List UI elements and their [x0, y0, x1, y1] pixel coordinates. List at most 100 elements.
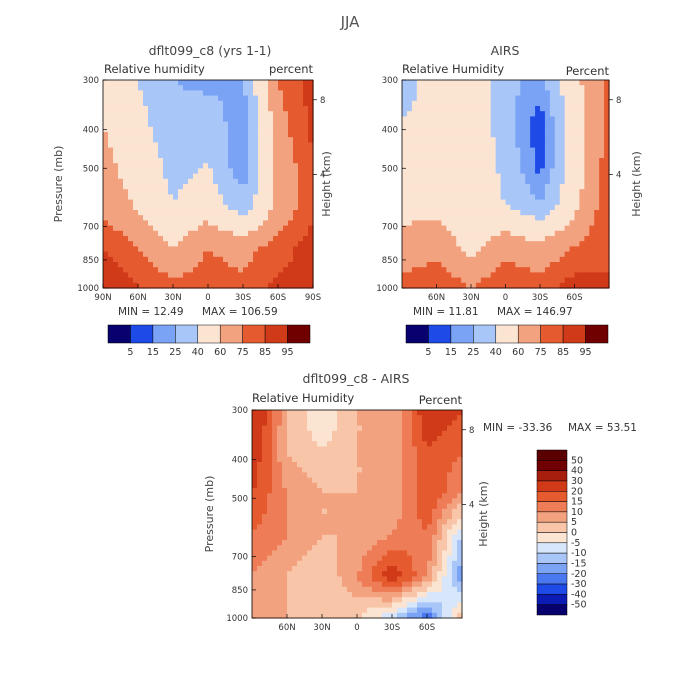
heatmap-cell — [252, 519, 258, 525]
heatmap-cell — [213, 116, 219, 123]
heatmap-cell — [193, 106, 199, 112]
heatmap-cell — [258, 220, 264, 227]
heatmap-cell — [426, 256, 433, 263]
heatmap-cell — [451, 272, 457, 279]
heatmap-cell — [282, 488, 288, 494]
heatmap-cell — [372, 451, 378, 458]
heatmap-cell — [308, 152, 314, 159]
heatmap-cell — [599, 225, 605, 232]
heatmap-cell — [228, 251, 234, 258]
heatmap-cell — [118, 272, 124, 279]
heatmap-cell — [257, 446, 263, 453]
heatmap-cell — [292, 441, 298, 447]
heatmap-cell — [283, 189, 289, 195]
heatmap-cell — [297, 446, 303, 453]
heatmap-cell — [183, 137, 189, 143]
heatmap-cell — [158, 80, 164, 86]
heatmap-cell — [233, 189, 239, 195]
heatmap-cell — [421, 132, 428, 138]
heatmap-cell — [535, 277, 541, 284]
heatmap-cell — [253, 158, 259, 164]
heatmap-cell — [540, 262, 546, 268]
heatmap-cell — [549, 272, 556, 279]
heatmap-cell — [252, 508, 258, 515]
heatmap-cell — [337, 446, 343, 453]
heatmap-cell — [604, 215, 610, 221]
heatmap-cell — [133, 142, 139, 149]
heatmap-cell — [317, 430, 323, 437]
heatmap-cell — [103, 210, 109, 216]
colorbar-swatch — [130, 324, 154, 344]
heatmap-cell — [589, 95, 595, 102]
heatmap-cell — [223, 225, 229, 232]
heatmap-cell — [173, 256, 179, 263]
heatmap-cell — [312, 446, 318, 453]
heatmap-cell — [293, 256, 299, 263]
heatmap-cell — [574, 152, 581, 159]
heatmap-cell — [322, 534, 328, 541]
heatmap-cell — [178, 230, 184, 237]
heatmap-cell — [298, 199, 304, 206]
heatmap-cell — [402, 272, 408, 279]
heatmap-cell — [357, 493, 363, 499]
heatmap-cell — [138, 168, 144, 175]
heatmap-cell — [554, 194, 561, 201]
heatmap-cell — [540, 137, 546, 143]
heatmap-cell — [416, 168, 423, 175]
heatmap-cell — [178, 267, 184, 273]
heatmap-cell — [293, 137, 299, 143]
heatmap-cell — [298, 178, 304, 185]
heatmap-cell — [426, 189, 433, 195]
heatmap-cell — [243, 137, 249, 143]
heatmap-cell — [272, 451, 278, 458]
heatmap-cell — [223, 230, 229, 237]
heatmap-cell — [500, 163, 507, 169]
heatmap-cell — [108, 142, 114, 149]
heatmap-cell — [411, 90, 418, 97]
heatmap-cell — [342, 566, 348, 572]
heatmap-cell — [387, 436, 393, 442]
heatmap-cell — [312, 581, 318, 588]
heatmap-cell — [500, 121, 507, 128]
heatmap-cell — [168, 80, 174, 86]
heatmap-cell — [495, 178, 502, 185]
heatmap-cell — [407, 451, 413, 458]
heatmap-cell — [457, 581, 463, 588]
heatmap-cell — [118, 106, 124, 112]
heatmap-cell — [133, 262, 139, 268]
heatmap-cell — [263, 282, 269, 289]
heatmap-cell — [362, 441, 368, 447]
heatmap-cell — [243, 282, 249, 289]
heatmap-cell — [153, 173, 159, 180]
heatmap-cell — [327, 540, 333, 546]
heatmap-cell — [287, 571, 293, 577]
heatmap-cell — [277, 410, 283, 416]
heatmap-cell — [411, 194, 418, 201]
heatmap-cell — [238, 100, 244, 107]
heatmap-cell — [426, 267, 433, 273]
heatmap-cell — [475, 152, 482, 159]
heatmap-cell — [303, 262, 309, 268]
heatmap-cell — [367, 425, 373, 432]
heatmap-cell — [480, 236, 487, 242]
heatmap-cell — [421, 194, 428, 201]
heatmap-cell — [549, 220, 556, 227]
heatmap-cell — [535, 210, 541, 216]
heatmap-cell — [367, 555, 373, 562]
heatmap-cell — [287, 586, 293, 593]
heatmap-cell — [515, 152, 521, 159]
heatmap-cell — [218, 225, 224, 232]
heatmap-cell — [490, 225, 497, 232]
heatmap-cell — [402, 451, 408, 458]
heatmap-cell — [193, 241, 199, 247]
heatmap-cell — [599, 262, 605, 268]
x-tick-label: 60N — [129, 293, 146, 303]
heatmap-cell — [540, 246, 546, 253]
heatmap-cell — [238, 236, 244, 242]
heatmap-cell — [451, 189, 457, 195]
heatmap-cell — [382, 441, 388, 447]
heatmap-cell — [604, 158, 610, 164]
heatmap-cell — [372, 534, 378, 541]
heatmap-cell — [447, 571, 453, 577]
heatmap-cell — [407, 456, 413, 463]
